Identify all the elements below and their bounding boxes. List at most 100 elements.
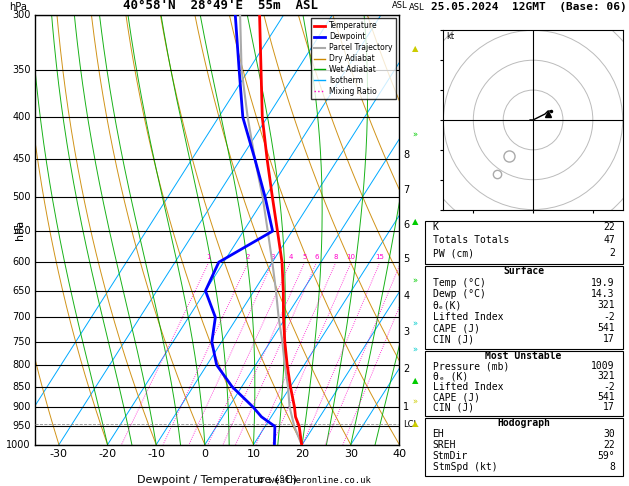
Text: 3: 3 bbox=[403, 327, 409, 337]
Text: 25.05.2024  12GMT  (Base: 06): 25.05.2024 12GMT (Base: 06) bbox=[431, 2, 626, 12]
Text: 8: 8 bbox=[333, 254, 338, 260]
Text: 15: 15 bbox=[376, 254, 384, 260]
Text: 40°58'N  28°49'E  55m  ASL: 40°58'N 28°49'E 55m ASL bbox=[123, 0, 318, 12]
Text: 2: 2 bbox=[246, 254, 250, 260]
Text: Pressure (mb): Pressure (mb) bbox=[433, 361, 509, 371]
Text: Surface: Surface bbox=[503, 266, 544, 277]
Text: 800: 800 bbox=[13, 360, 31, 370]
Text: 3: 3 bbox=[270, 254, 275, 260]
Text: Dewp (°C): Dewp (°C) bbox=[433, 289, 486, 299]
Text: 700: 700 bbox=[13, 312, 31, 322]
Bar bbox=[425, 266, 623, 348]
Bar bbox=[425, 351, 623, 416]
Text: 5: 5 bbox=[303, 254, 307, 260]
Text: 4: 4 bbox=[288, 254, 292, 260]
Bar bbox=[425, 221, 623, 263]
Text: km
ASL: km ASL bbox=[392, 0, 407, 10]
Text: 17: 17 bbox=[603, 334, 615, 345]
Text: 321: 321 bbox=[597, 300, 615, 311]
Text: 20: 20 bbox=[295, 449, 309, 459]
Text: PW (cm): PW (cm) bbox=[433, 248, 474, 258]
Text: 950: 950 bbox=[13, 421, 31, 432]
Text: 22: 22 bbox=[603, 440, 615, 451]
Text: θₑ(K): θₑ(K) bbox=[433, 300, 462, 311]
Text: StmSpd (kt): StmSpd (kt) bbox=[433, 462, 497, 472]
Text: © weatheronline.co.uk: © weatheronline.co.uk bbox=[258, 476, 371, 485]
Text: »: » bbox=[413, 397, 418, 406]
Text: 8: 8 bbox=[403, 151, 409, 160]
Text: -10: -10 bbox=[147, 449, 165, 459]
Text: hPa: hPa bbox=[9, 2, 27, 12]
Text: 47: 47 bbox=[603, 235, 615, 245]
Text: hPa: hPa bbox=[15, 220, 25, 240]
Text: Lifted Index: Lifted Index bbox=[433, 382, 503, 392]
Text: »: » bbox=[413, 131, 418, 139]
Text: CAPE (J): CAPE (J) bbox=[433, 323, 479, 333]
Text: 1: 1 bbox=[206, 254, 211, 260]
Text: 450: 450 bbox=[13, 155, 31, 164]
Text: 5: 5 bbox=[403, 254, 409, 264]
Text: kt: kt bbox=[447, 32, 455, 41]
Text: 30: 30 bbox=[603, 429, 615, 439]
Text: »: » bbox=[413, 320, 418, 329]
Text: 850: 850 bbox=[13, 382, 31, 392]
Text: θₑ (K): θₑ (K) bbox=[433, 371, 468, 382]
Text: Most Unstable: Most Unstable bbox=[486, 351, 562, 361]
Text: -20: -20 bbox=[99, 449, 116, 459]
Text: 7: 7 bbox=[403, 185, 409, 195]
Text: 6: 6 bbox=[403, 220, 409, 229]
Legend: Temperature, Dewpoint, Parcel Trajectory, Dry Adiabat, Wet Adiabat, Isotherm, Mi: Temperature, Dewpoint, Parcel Trajectory… bbox=[311, 18, 396, 99]
Text: Dewpoint / Temperature (°C): Dewpoint / Temperature (°C) bbox=[137, 475, 297, 485]
Text: 1009: 1009 bbox=[591, 361, 615, 371]
Text: CAPE (J): CAPE (J) bbox=[433, 392, 479, 402]
Text: 541: 541 bbox=[597, 392, 615, 402]
Bar bbox=[425, 418, 623, 476]
Text: -2: -2 bbox=[603, 312, 615, 322]
Text: 600: 600 bbox=[13, 257, 31, 267]
Text: 40: 40 bbox=[392, 449, 406, 459]
Text: 59°: 59° bbox=[597, 451, 615, 461]
Text: km
ASL: km ASL bbox=[409, 0, 425, 12]
Text: 350: 350 bbox=[13, 65, 31, 75]
Text: ▲: ▲ bbox=[412, 376, 418, 385]
Text: 8: 8 bbox=[609, 462, 615, 472]
Text: SREH: SREH bbox=[433, 440, 456, 451]
Text: Temp (°C): Temp (°C) bbox=[433, 278, 486, 288]
Text: 541: 541 bbox=[597, 323, 615, 333]
Text: Lifted Index: Lifted Index bbox=[433, 312, 503, 322]
Text: CIN (J): CIN (J) bbox=[433, 334, 474, 345]
Text: 22: 22 bbox=[603, 223, 615, 232]
Text: ▲: ▲ bbox=[412, 217, 418, 226]
Text: 30: 30 bbox=[344, 449, 358, 459]
Text: 14.3: 14.3 bbox=[591, 289, 615, 299]
Text: 1000: 1000 bbox=[6, 440, 31, 450]
Text: CIN (J): CIN (J) bbox=[433, 402, 474, 413]
Text: 4: 4 bbox=[403, 291, 409, 301]
Text: ▲: ▲ bbox=[412, 418, 418, 428]
Text: 321: 321 bbox=[597, 371, 615, 382]
Text: 650: 650 bbox=[13, 286, 31, 296]
Text: EH: EH bbox=[433, 429, 444, 439]
Text: 10: 10 bbox=[347, 254, 356, 260]
Text: 300: 300 bbox=[13, 10, 31, 19]
Text: »: » bbox=[413, 277, 418, 286]
Text: 550: 550 bbox=[13, 226, 31, 236]
Text: 2: 2 bbox=[609, 248, 615, 258]
Text: 500: 500 bbox=[13, 192, 31, 202]
Text: Totals Totals: Totals Totals bbox=[433, 235, 509, 245]
Text: »: » bbox=[413, 346, 418, 355]
Text: 750: 750 bbox=[13, 337, 31, 347]
Text: 900: 900 bbox=[13, 402, 31, 412]
Text: -30: -30 bbox=[50, 449, 68, 459]
Text: 19.9: 19.9 bbox=[591, 278, 615, 288]
Text: -2: -2 bbox=[603, 382, 615, 392]
Text: 10: 10 bbox=[247, 449, 260, 459]
Text: StmDir: StmDir bbox=[433, 451, 468, 461]
Text: 17: 17 bbox=[603, 402, 615, 413]
Text: K: K bbox=[433, 223, 438, 232]
Text: 0: 0 bbox=[201, 449, 208, 459]
Text: 1: 1 bbox=[403, 402, 409, 412]
Text: 6: 6 bbox=[314, 254, 319, 260]
Text: ▲: ▲ bbox=[412, 45, 418, 53]
Text: LCL: LCL bbox=[403, 420, 418, 429]
